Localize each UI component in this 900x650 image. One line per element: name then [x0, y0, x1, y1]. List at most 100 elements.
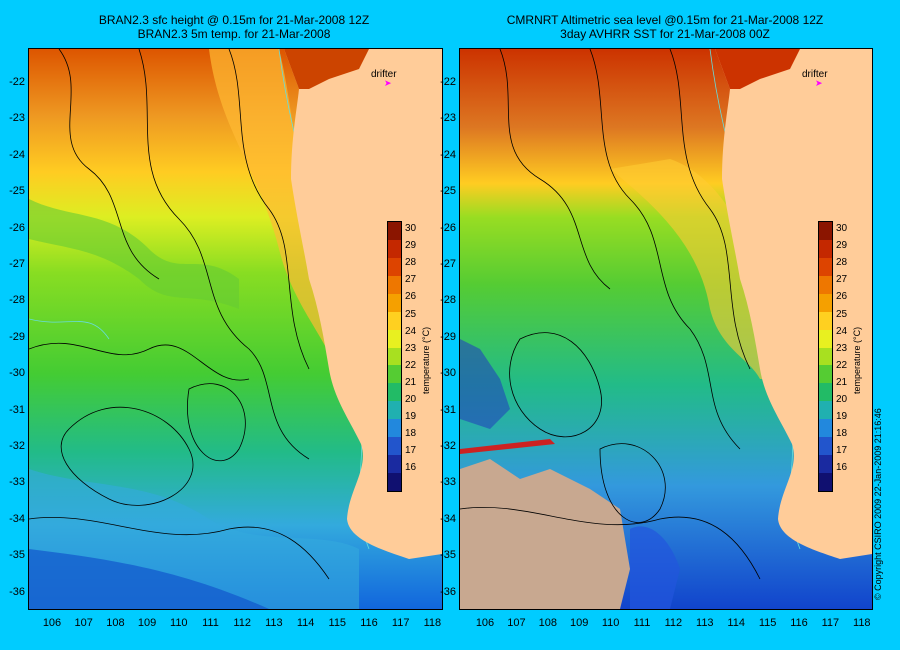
right-drifter-label: drifter: [802, 69, 828, 80]
longitude-tick-label: 111: [633, 617, 651, 629]
colorbar-step: [388, 365, 401, 384]
colorbar-scale: [387, 221, 402, 492]
right-map-panel: drifter ➤: [459, 48, 873, 610]
latitude-tick-label: -36: [440, 585, 456, 598]
colorbar-tick-label: 28: [836, 257, 848, 269]
latitude-tick-label: -33: [440, 476, 456, 489]
colorbar-step: [388, 473, 401, 491]
colorbar-step: [388, 275, 401, 294]
colorbar-step: [819, 437, 832, 456]
latitude-tick-label: -32: [440, 440, 456, 452]
colorbar-tick-label: 30: [405, 223, 417, 234]
colorbar-step: [388, 347, 401, 366]
colorbar-scale: [818, 221, 833, 492]
right-map-title: CMRNRT Altimetric sea level @0.15m for 2…: [459, 13, 871, 41]
latitude-tick-label: -23: [9, 112, 25, 125]
latitude-tick-label: -35: [9, 549, 25, 562]
colorbar-tick-label: 19: [836, 411, 848, 423]
longitude-tick-label: 108: [106, 617, 125, 629]
colorbar-tick-label: 29: [836, 240, 848, 252]
left-title-line2: BRAN2.3 5m temp. for 21-Mar-2008: [137, 27, 331, 41]
left-drifter-label: drifter: [371, 69, 397, 80]
copyright-notice: © Copyright CSIRO 2009 22-Jan-2009 21:16…: [873, 408, 883, 600]
longitude-tick-label: 110: [601, 617, 620, 629]
longitude-tick-label: 113: [265, 617, 283, 629]
colorbar-tick-label: 23: [405, 342, 417, 354]
longitude-tick-label: 114: [727, 617, 745, 629]
latitude-tick-label: -26: [9, 221, 25, 234]
latitude-tick-label: -28: [440, 294, 456, 307]
longitude-tick-label: 115: [328, 617, 347, 629]
latitude-tick-label: -32: [9, 440, 25, 452]
left-drifter-marker-icon: ➤: [384, 78, 392, 88]
colorbar-step: [388, 329, 401, 348]
right-sst-map: [460, 49, 872, 609]
colorbar-step: [388, 455, 401, 474]
colorbar-step: [388, 239, 401, 258]
latitude-tick-label: -36: [9, 585, 25, 598]
colorbar-step: [388, 293, 401, 312]
colorbar-step: [388, 401, 401, 420]
right-drifter-marker-icon: ➤: [815, 78, 823, 88]
colorbar-tick-label: 22: [405, 359, 417, 371]
latitude-tick-label: -33: [9, 476, 25, 489]
colorbar-step: [819, 347, 832, 366]
longitude-tick-label: 117: [391, 617, 410, 629]
colorbar-tick-label: 27: [405, 274, 417, 286]
colorbar-tick-label: 21: [405, 376, 417, 388]
colorbar-step: [819, 455, 832, 474]
longitude-tick-label: 113: [696, 617, 714, 629]
latitude-tick-label: -31: [440, 403, 456, 416]
longitude-tick-label: 118: [423, 617, 442, 629]
longitude-tick-label: 114: [296, 617, 315, 629]
longitude-tick-label: 108: [538, 617, 557, 629]
colorbar-tick-label: 18: [405, 428, 417, 440]
colorbar-title: temperature (°C): [421, 326, 431, 394]
latitude-tick-label: -22: [9, 76, 25, 88]
colorbar-step: [388, 311, 401, 330]
longitude-tick-label: 106: [475, 617, 495, 629]
colorbar-tick-label: 24: [836, 325, 848, 337]
colorbar-step: [388, 257, 401, 276]
longitude-tick-label: 117: [821, 617, 840, 629]
latitude-tick-label: -24: [440, 148, 456, 161]
colorbar-step: [819, 222, 832, 240]
latitude-tick-label: -25: [9, 185, 25, 198]
latitude-tick-label: -24: [9, 148, 25, 161]
longitude-tick-label: 115: [758, 617, 777, 629]
longitude-tick-label: 109: [570, 617, 589, 629]
latitude-tick-label: -29: [440, 330, 456, 343]
longitude-tick-label: 112: [664, 617, 683, 629]
colorbar-tick-label: 29: [405, 240, 417, 252]
colorbar-tick-label: 25: [836, 308, 848, 320]
colorbar-step: [388, 383, 401, 402]
latitude-tick-label: -30: [9, 367, 25, 380]
colorbar-tick-label: 22: [836, 359, 848, 371]
longitude-tick-label: 116: [360, 617, 378, 629]
colorbar-step: [819, 401, 832, 420]
left-title-line1: BRAN2.3 sfc height @ 0.15m for 21-Mar-20…: [98, 13, 370, 27]
colorbar-tick-label: 18: [836, 428, 848, 440]
colorbar-step: [388, 419, 401, 438]
longitude-tick-label: 107: [507, 617, 526, 629]
latitude-tick-label: -23: [440, 112, 456, 125]
right-title-line2: 3day AVHRR SST for 21-Mar-2008 00Z: [560, 27, 770, 41]
colorbar-step: [819, 329, 832, 348]
latitude-tick-label: -22: [440, 76, 456, 88]
colorbar-step: [819, 383, 832, 402]
colorbar-tick-label: 20: [836, 394, 848, 405]
colorbar-tick-label: 30: [836, 223, 848, 234]
longitude-tick-label: 107: [74, 617, 93, 629]
longitude-tick-label: 109: [137, 617, 157, 629]
colorbar-step: [819, 473, 832, 491]
longitude-tick-label: 110: [170, 617, 188, 629]
colorbar-step: [388, 222, 401, 240]
colorbar-tick-label: 17: [405, 445, 417, 457]
latitude-tick-label: -30: [440, 367, 456, 380]
colorbar-step: [388, 437, 401, 456]
right-title-line1: CMRNRT Altimetric sea level @0.15m for 2…: [506, 13, 824, 27]
longitude-tick-label: 118: [853, 617, 871, 629]
colorbar-tick-label: 19: [405, 411, 417, 423]
latitude-tick-label: -26: [440, 221, 456, 234]
latitude-tick-label: -25: [440, 185, 456, 198]
